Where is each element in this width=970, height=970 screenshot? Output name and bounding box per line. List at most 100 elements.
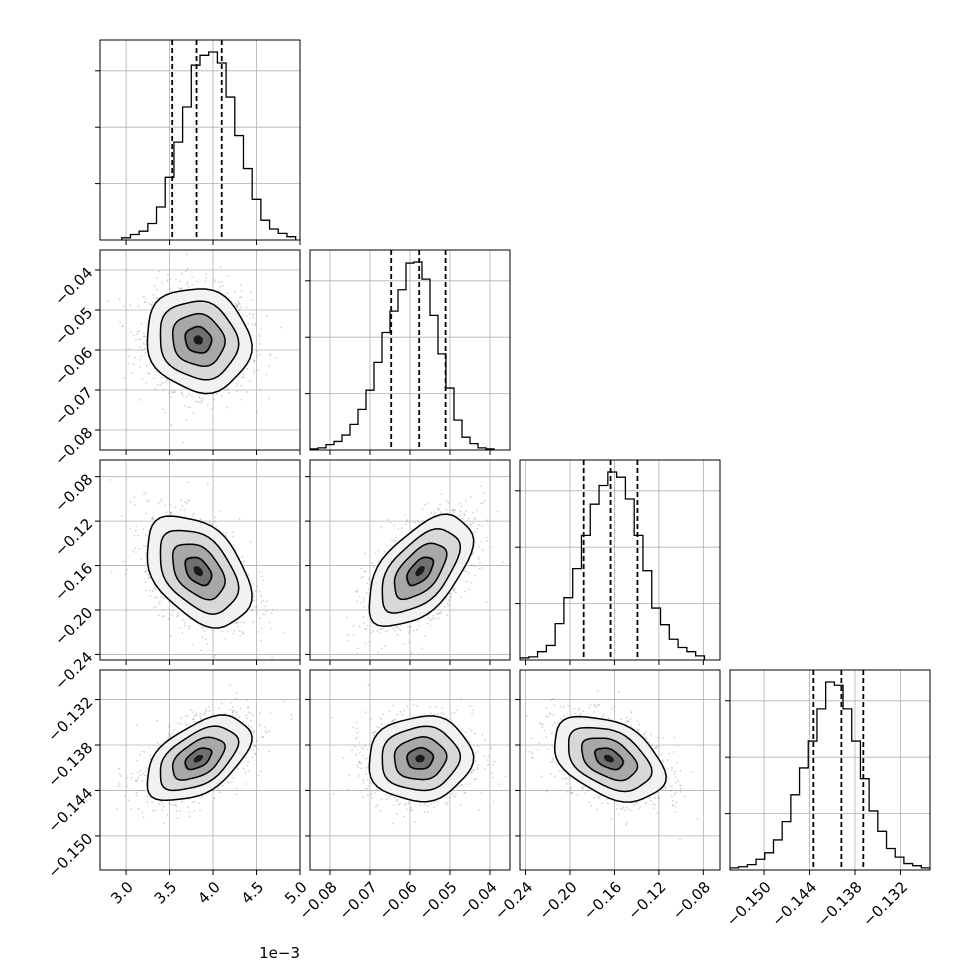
sample-point — [427, 501, 430, 504]
sample-point — [673, 751, 675, 753]
sample-point — [153, 377, 156, 380]
sample-point — [476, 527, 479, 530]
sample-point — [195, 721, 197, 723]
sample-point — [446, 614, 449, 616]
sample-point — [474, 574, 476, 577]
sample-point — [225, 389, 228, 391]
sample-point — [177, 722, 180, 724]
sample-point — [235, 787, 238, 790]
sample-point — [149, 758, 152, 760]
sample-point — [219, 266, 222, 268]
sample-point — [265, 731, 268, 734]
sample-point — [151, 518, 154, 520]
sample-point — [192, 643, 195, 646]
sample-point — [578, 707, 581, 709]
sample-point — [130, 372, 133, 374]
sample-point — [662, 737, 664, 739]
sample-point — [184, 621, 186, 624]
sample-point — [126, 785, 129, 788]
sample-point — [131, 772, 134, 775]
sample-point — [356, 764, 358, 766]
sample-point — [245, 306, 248, 309]
sample-point — [465, 570, 468, 573]
sample-point — [247, 711, 250, 714]
sample-point — [400, 527, 403, 530]
sample-point — [478, 546, 480, 548]
sample-point — [399, 710, 402, 713]
contour-line — [567, 726, 653, 793]
sample-point — [254, 752, 257, 755]
sample-point — [483, 500, 486, 502]
sample-point — [161, 609, 164, 611]
sample-point — [633, 803, 636, 806]
sample-point — [366, 794, 369, 797]
sample-point — [144, 770, 147, 773]
sample-point — [346, 616, 349, 619]
sample-point — [607, 717, 610, 719]
sample-point — [161, 382, 164, 385]
sample-point — [233, 709, 235, 711]
sample-point — [357, 647, 360, 650]
sample-point — [236, 306, 239, 309]
sample-point — [363, 600, 365, 603]
sample-point — [386, 518, 389, 521]
sample-point — [150, 303, 153, 306]
sample-point — [154, 809, 157, 812]
sample-point — [162, 805, 165, 808]
contour-line — [406, 556, 435, 587]
sample-point — [200, 717, 203, 720]
sample-point — [242, 376, 245, 379]
sample-point — [439, 503, 442, 506]
sample-point — [242, 373, 245, 376]
sample-point — [174, 278, 177, 281]
sample-point — [145, 589, 147, 592]
sample-point — [142, 295, 145, 298]
sample-point — [379, 628, 382, 630]
sample-point — [399, 802, 401, 805]
sample-point — [472, 709, 474, 712]
sample-point — [290, 713, 293, 716]
sample-point — [115, 808, 118, 811]
contour-line — [368, 715, 475, 803]
sample-point — [246, 391, 249, 393]
sample-point — [425, 805, 428, 807]
sample-point — [220, 395, 223, 397]
x-tick-label: −0.05 — [416, 878, 461, 923]
sample-point — [152, 590, 154, 592]
density-fill — [193, 754, 203, 763]
sample-point — [140, 322, 143, 325]
sample-point — [358, 595, 361, 598]
sample-point — [404, 514, 407, 516]
sample-point — [404, 804, 407, 806]
sample-point — [480, 540, 483, 543]
sample-point — [683, 795, 686, 798]
sample-point — [384, 794, 387, 796]
sample-point — [138, 338, 141, 340]
sample-point — [237, 300, 240, 303]
sample-point — [129, 527, 132, 530]
sample-point — [670, 767, 673, 769]
sample-point — [144, 301, 147, 304]
sample-point — [188, 723, 191, 725]
contour-line — [146, 714, 253, 802]
sample-point — [407, 632, 410, 634]
sample-point — [252, 313, 255, 316]
sample-point — [153, 596, 156, 599]
sample-point — [153, 586, 156, 589]
sample-point — [671, 769, 673, 772]
sample-point — [181, 392, 184, 395]
sample-point — [360, 602, 362, 604]
sample-point — [576, 794, 579, 796]
sample-point — [256, 411, 258, 413]
sample-point — [212, 278, 215, 281]
sample-point — [538, 742, 540, 745]
sample-point — [461, 784, 464, 786]
sample-point — [469, 705, 471, 707]
sample-point — [152, 518, 155, 520]
sample-point — [563, 777, 566, 780]
sample-point — [490, 772, 492, 774]
y-tick-label: −0.132 — [44, 693, 96, 745]
sample-point — [636, 728, 639, 731]
sample-point — [670, 795, 673, 798]
